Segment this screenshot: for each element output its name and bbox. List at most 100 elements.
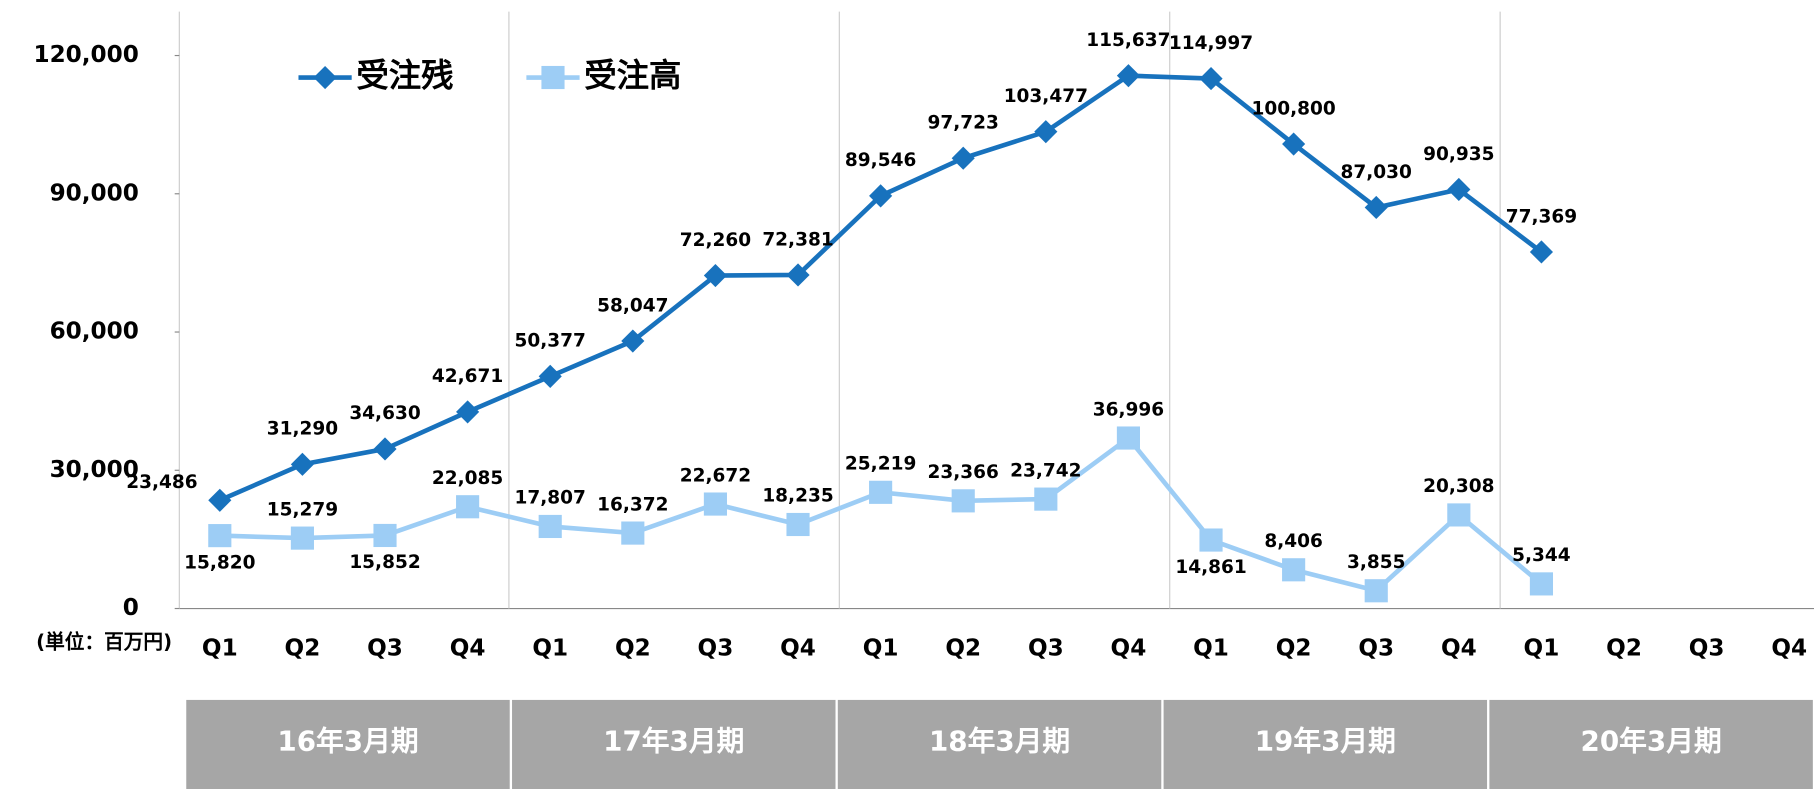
marker <box>456 400 480 424</box>
value-label: 20,308 <box>1423 476 1494 497</box>
value-label: 15,820 <box>184 552 255 573</box>
value-label: 50,377 <box>515 331 586 352</box>
value-label: 23,742 <box>1010 460 1081 481</box>
x-tick-label: Q2 <box>1276 636 1312 662</box>
group-label: 20年3月期 <box>1581 725 1722 758</box>
value-label: 87,030 <box>1341 162 1412 183</box>
value-label: 42,671 <box>432 366 503 387</box>
marker <box>703 492 727 516</box>
marker <box>621 329 645 353</box>
legend-marker <box>541 65 565 90</box>
group-label: 17年3月期 <box>603 725 744 758</box>
y-tick-label: 0 <box>123 595 139 621</box>
x-tick-label: Q1 <box>1524 636 1560 662</box>
marker <box>951 489 975 513</box>
marker <box>703 263 727 288</box>
group-box <box>512 699 836 789</box>
group-box <box>186 699 510 789</box>
marker <box>373 437 397 461</box>
marker <box>456 495 480 519</box>
marker <box>869 480 893 504</box>
group-box <box>1489 699 1813 789</box>
group-box <box>1163 699 1488 789</box>
unit-label: (単位：百万円) <box>36 631 172 654</box>
x-tick-label: Q4 <box>780 636 816 662</box>
legend-label: 受注残 <box>356 57 453 95</box>
marker <box>951 146 975 170</box>
x-tick-label: Q3 <box>1358 636 1394 662</box>
marker <box>1364 195 1388 220</box>
x-tick-label: Q1 <box>1193 636 1229 662</box>
x-tick-label: Q3 <box>367 636 403 662</box>
marker <box>786 263 810 287</box>
marker <box>290 526 314 550</box>
value-label: 22,085 <box>432 468 503 489</box>
value-label: 16,372 <box>597 494 668 515</box>
value-label: 18,235 <box>762 486 833 507</box>
marker <box>786 512 810 537</box>
y-tick-label: 30,000 <box>50 457 139 483</box>
value-label: 36,996 <box>1093 399 1164 420</box>
x-tick-label: Q3 <box>1689 636 1725 662</box>
x-tick-label: Q4 <box>1771 636 1807 662</box>
marker <box>208 488 232 512</box>
value-label: 31,290 <box>267 419 338 440</box>
value-label: 15,852 <box>349 552 420 573</box>
marker <box>373 523 397 548</box>
marker <box>1034 487 1058 511</box>
value-label: 58,047 <box>597 295 668 316</box>
series-line <box>218 73 1543 503</box>
marker <box>1116 64 1140 88</box>
value-label: 114,997 <box>1169 33 1253 54</box>
x-tick-label: Q1 <box>863 636 899 662</box>
x-tick-label: Q4 <box>1111 636 1147 662</box>
value-label: 103,477 <box>1004 86 1088 107</box>
value-label: 23,366 <box>928 462 999 483</box>
y-tick-label: 120,000 <box>33 42 138 68</box>
marker <box>1034 120 1058 144</box>
marker <box>538 364 562 388</box>
group-label: 16年3月期 <box>277 725 418 758</box>
value-label: 5,344 <box>1512 545 1571 566</box>
group-box <box>837 699 1162 789</box>
value-label: 115,637 <box>1086 30 1170 51</box>
marker <box>1447 503 1471 527</box>
legend-label: 受注高 <box>584 57 681 95</box>
x-tick-label: Q2 <box>1606 636 1642 662</box>
x-tick-label: Q2 <box>945 636 981 662</box>
marker <box>1364 579 1388 603</box>
value-label: 22,672 <box>680 465 751 486</box>
x-tick-label: Q2 <box>615 636 651 662</box>
marker <box>1199 67 1223 91</box>
x-tick-label: Q3 <box>698 636 734 662</box>
x-tick-label: Q1 <box>532 636 568 662</box>
value-label: 90,935 <box>1423 144 1494 165</box>
value-label: 25,219 <box>845 454 916 475</box>
x-tick-label: Q3 <box>1028 636 1064 662</box>
group-label: 19年3月期 <box>1255 725 1396 758</box>
y-tick-label: 90,000 <box>50 180 139 206</box>
value-label: 89,546 <box>845 150 916 171</box>
x-tick-label: Q2 <box>285 636 321 662</box>
marker <box>538 514 562 539</box>
value-label: 17,807 <box>515 488 586 509</box>
value-label: 23,486 <box>126 472 197 493</box>
value-label: 72,260 <box>680 230 751 251</box>
value-label: 14,861 <box>1175 557 1246 578</box>
value-label: 97,723 <box>928 112 999 133</box>
value-label: 100,800 <box>1251 98 1335 119</box>
value-label: 8,406 <box>1264 531 1323 552</box>
marker <box>1447 177 1471 202</box>
group-label: 18年3月期 <box>929 725 1070 758</box>
value-label: 3,855 <box>1347 552 1406 573</box>
marker <box>1116 426 1140 450</box>
x-tick-label: Q1 <box>202 636 238 662</box>
marker <box>869 184 893 208</box>
value-label: 72,381 <box>762 229 833 250</box>
value-label: 15,279 <box>267 499 338 520</box>
marker <box>290 452 314 476</box>
marker <box>1529 572 1554 596</box>
x-tick-label: Q4 <box>1441 636 1477 662</box>
marker <box>1529 240 1554 264</box>
